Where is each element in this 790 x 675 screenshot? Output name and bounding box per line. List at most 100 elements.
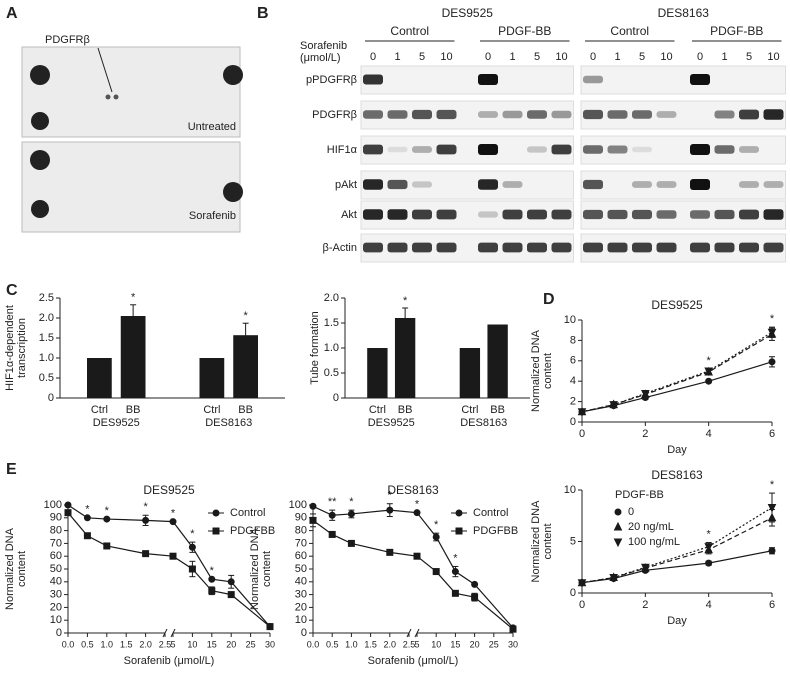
y-tick-label: 80 [50, 525, 62, 537]
marker [347, 510, 355, 518]
bar [459, 348, 481, 398]
marker [704, 367, 713, 377]
array-spot [223, 182, 243, 202]
x-tick-label: 0.5 [81, 639, 94, 649]
marker [309, 516, 317, 524]
legend-marker [455, 509, 463, 517]
x-tick-label: 1.0 [101, 639, 114, 649]
x-axis-label: Day [667, 615, 687, 627]
y-axis-label: transcription [16, 318, 28, 378]
band [412, 181, 432, 188]
array-spot [113, 94, 119, 100]
x-tick-label: 20 [470, 639, 480, 649]
error-bar [242, 322, 249, 348]
marker [451, 589, 459, 597]
marker [328, 530, 336, 538]
band [583, 209, 603, 220]
dose-tick: 1 [721, 51, 727, 63]
dose-tick: 10 [767, 51, 779, 63]
band [527, 146, 547, 153]
band [607, 242, 628, 253]
significance: * [403, 295, 408, 307]
y-tick-label: 50 [50, 563, 62, 575]
band [583, 145, 603, 154]
y-tick-label: 2 [570, 396, 576, 408]
row-label: PDGFRβ [312, 109, 357, 121]
band [412, 242, 432, 253]
significance: * [770, 313, 775, 325]
x-tick-label: 1.0 [345, 639, 358, 649]
dose-tick: 10 [660, 51, 672, 63]
condition-label: Sorafenib [189, 210, 236, 222]
chart-title: DES9525 [651, 298, 703, 312]
band [363, 209, 383, 220]
dose-tick: 5 [534, 51, 540, 63]
x-tick-label: 1.5 [120, 639, 133, 649]
dose-tick: 5 [746, 51, 752, 63]
x-tick-label: 6 [769, 428, 775, 440]
dose-tick: 5 [419, 51, 425, 63]
dose-tick: 0 [370, 51, 376, 63]
y-axis-label: Tube formation [309, 311, 321, 385]
band [363, 144, 383, 155]
series-line [581, 331, 773, 413]
band [551, 209, 572, 220]
marker [347, 539, 355, 547]
marker [413, 509, 421, 517]
x-tick-label: 2 [642, 599, 648, 611]
legend-marker [212, 509, 220, 517]
band [739, 242, 759, 253]
group-label: PDGF-BB [498, 24, 551, 38]
x-tick-label: 15 [450, 639, 460, 649]
bar [487, 324, 508, 398]
y-tick-label: 0.5 [39, 372, 54, 384]
error-bar [402, 307, 409, 329]
marker [83, 532, 91, 540]
panel-label: B [257, 5, 269, 22]
marker [471, 580, 479, 588]
band [763, 181, 784, 188]
dose-tick: 1 [614, 51, 620, 63]
band [632, 242, 652, 253]
band [363, 110, 383, 119]
legend-label: 20 ng/mL [628, 521, 674, 533]
row-label: pAkt [335, 179, 357, 191]
band [412, 109, 432, 120]
y-tick-label: 0.5 [324, 367, 339, 379]
array-spot [30, 150, 50, 170]
marker [641, 563, 650, 573]
x-tick-label: 2 [642, 428, 648, 440]
bar [87, 358, 112, 398]
panel-label: A [6, 5, 18, 22]
marker [83, 514, 91, 522]
legend-label: PDGFBB [230, 525, 275, 537]
marker [705, 559, 713, 567]
x-axis-label: Sorafenib (μmol/L) [124, 655, 215, 667]
band [763, 242, 784, 253]
x-tick-label: 0.0 [62, 639, 75, 649]
array-spot [31, 200, 49, 218]
x-tick-label: BB [238, 404, 253, 416]
x-tick-label: 0.5 [326, 639, 339, 649]
blot-strip [360, 65, 574, 95]
pointer-line [97, 47, 113, 93]
dose-tick: 10 [440, 51, 452, 63]
band [583, 109, 603, 120]
band [714, 145, 735, 154]
x-tick-label: 20 [226, 639, 236, 649]
band [478, 242, 498, 253]
y-tick-label: 0 [56, 627, 62, 639]
band [714, 110, 735, 119]
band [632, 181, 652, 188]
y-tick-label: 1.0 [324, 342, 339, 354]
x-axis-label: Day [667, 444, 687, 456]
band [583, 179, 603, 190]
x-tick-label: 30 [508, 639, 518, 649]
marker [169, 518, 177, 526]
x-tick-label: 25 [489, 639, 499, 649]
marker [432, 533, 440, 541]
band [656, 210, 677, 219]
band [763, 209, 784, 220]
y-axis-label: Normalized DNA [530, 500, 542, 583]
legend-marker [613, 538, 623, 548]
